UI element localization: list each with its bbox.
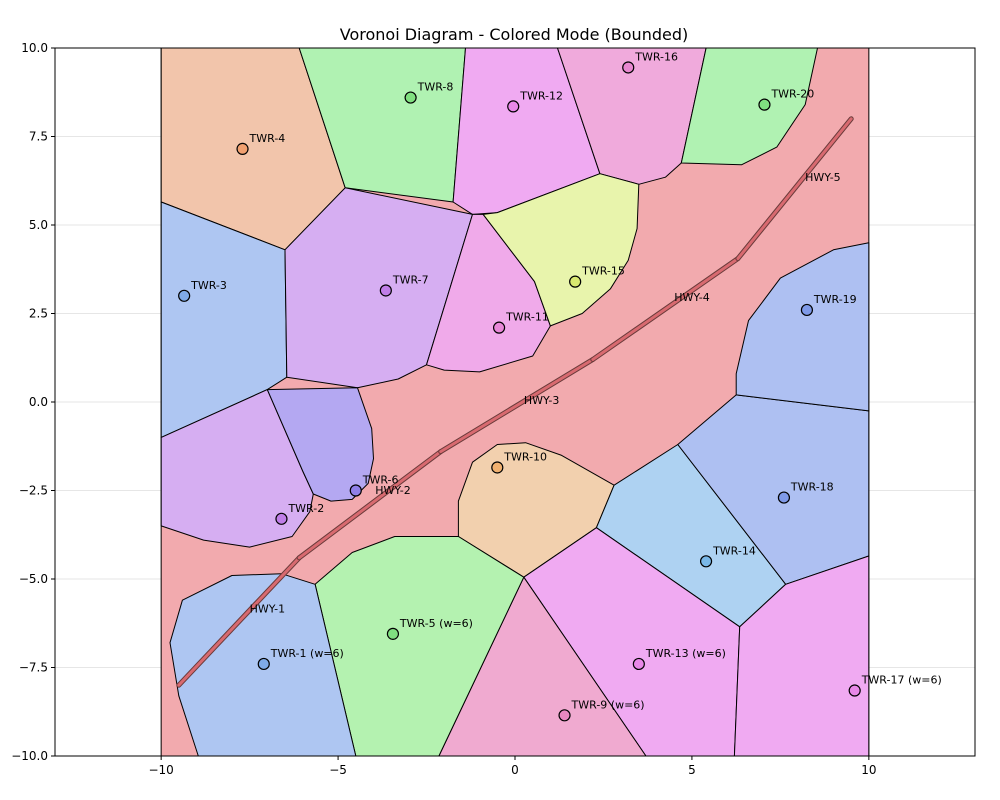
highway-hwy-1 <box>177 556 301 687</box>
site-label: TWR-5 (w=6) <box>399 617 473 630</box>
x-tick-label: −10 <box>148 763 173 777</box>
site-marker-twr-1-w-6 <box>257 657 270 671</box>
site-marker-twr-6 <box>349 484 362 497</box>
site-label: TWR-16 <box>634 50 678 63</box>
site-marker-twr-18 <box>777 491 791 504</box>
y-tick-label: −7.5 <box>19 661 48 675</box>
y-tick-label: −5.0 <box>19 572 48 586</box>
site-label: TWR-10 <box>503 450 547 463</box>
site-label: TWR-19 <box>813 293 857 306</box>
x-tick-label: 10 <box>861 763 876 777</box>
highway-hwy-2 <box>297 450 443 560</box>
highway-label: HWY-4 <box>674 291 710 304</box>
site-marker-twr-12 <box>507 100 520 113</box>
site-marker-twr-3 <box>178 289 191 302</box>
site-marker-twr-5-w-6 <box>386 627 400 640</box>
y-tick-label: 2.5 <box>29 307 48 321</box>
y-tick-label: 5.0 <box>29 218 48 232</box>
site-marker-twr-20 <box>758 98 771 111</box>
site-label: TWR-7 <box>392 273 429 286</box>
site-marker-twr-11 <box>492 321 506 334</box>
y-tick-label: −10.0 <box>11 749 48 763</box>
cell-twr-7 <box>284 187 473 389</box>
highway-label: HWY-2 <box>375 484 411 497</box>
site-label: TWR-11 <box>505 311 549 324</box>
highway-label: HWY-5 <box>805 171 841 184</box>
site-marker-twr-7 <box>379 284 392 297</box>
site-label: TWR-20 <box>770 88 814 101</box>
x-tick-label: 0 <box>511 763 519 777</box>
site-label: TWR-6 <box>362 474 399 487</box>
voronoi-cells <box>160 47 870 757</box>
site-marker-twr-10 <box>491 461 504 474</box>
site-label: TWR-9 (w=6) <box>571 698 645 711</box>
site-label: TWR-15 <box>581 265 625 278</box>
highway-hwy-5 <box>736 117 853 261</box>
site-marker-twr-2 <box>275 512 288 525</box>
site-marker-twr-16 <box>622 61 635 74</box>
site-marker-twr-8 <box>404 91 417 104</box>
y-tick-label: 0.0 <box>29 395 48 409</box>
cell-twr-19 <box>735 242 870 412</box>
highway-label: HWY-3 <box>524 394 560 407</box>
site-label: TWR-4 <box>249 132 286 145</box>
cell-twr-15 <box>482 173 640 327</box>
site-label: TWR-3 <box>190 279 227 292</box>
y-tick-label: 7.5 <box>29 130 48 144</box>
site-label: TWR-2 <box>287 502 324 515</box>
site-marker-twr-17-w-6 <box>848 684 861 697</box>
site-label: TWR-1 (w=6) <box>270 647 344 660</box>
site-marker-twr-4 <box>236 142 249 155</box>
cell-twr-18 <box>677 394 870 585</box>
tower-sites: TWR-1 (w=6) TWR-2 TWR-3 TWR-4 TWR-5 (w=6) TWR… <box>178 50 942 722</box>
site-label: TWR-14 <box>712 544 756 557</box>
site-marker-twr-13-w-6 <box>632 657 645 671</box>
cell-twr-3 <box>160 201 288 438</box>
highway-label: HWY-1 <box>250 603 286 616</box>
site-label: TWR-8 <box>417 81 454 94</box>
site-marker-twr-14 <box>699 555 713 568</box>
highways: HWY-1 HWY-2 HWY-3 HWY-4 HWY-5 <box>176 116 854 688</box>
site-label: TWR-18 <box>790 481 834 494</box>
site-marker-twr-15 <box>569 275 582 288</box>
site-label: TWR-13 (w=6) <box>645 647 726 660</box>
y-tick-label: 10.0 <box>21 41 48 55</box>
axis-ticks: −10 −5 0 5 10 −10.0 −7.5 −5.0 −2.5 0.0 2.5 5.0 7.5 10… <box>11 41 876 777</box>
x-tick-label: 5 <box>688 763 696 777</box>
highway-hwy-3 <box>439 358 595 454</box>
site-label: TWR-17 (w=6) <box>861 674 942 687</box>
site-marker-twr-9-w-6 <box>558 709 571 722</box>
chart-title: Voronoi Diagram - Colored Mode (Bounded) <box>340 25 688 44</box>
cell-twr-17-w-6 <box>733 555 870 757</box>
x-tick-label: −5 <box>329 763 347 777</box>
site-label: TWR-12 <box>519 89 563 102</box>
y-tick-label: −2.5 <box>19 484 48 498</box>
site-marker-twr-19 <box>800 303 814 317</box>
highway-hwy-4 <box>591 257 740 361</box>
